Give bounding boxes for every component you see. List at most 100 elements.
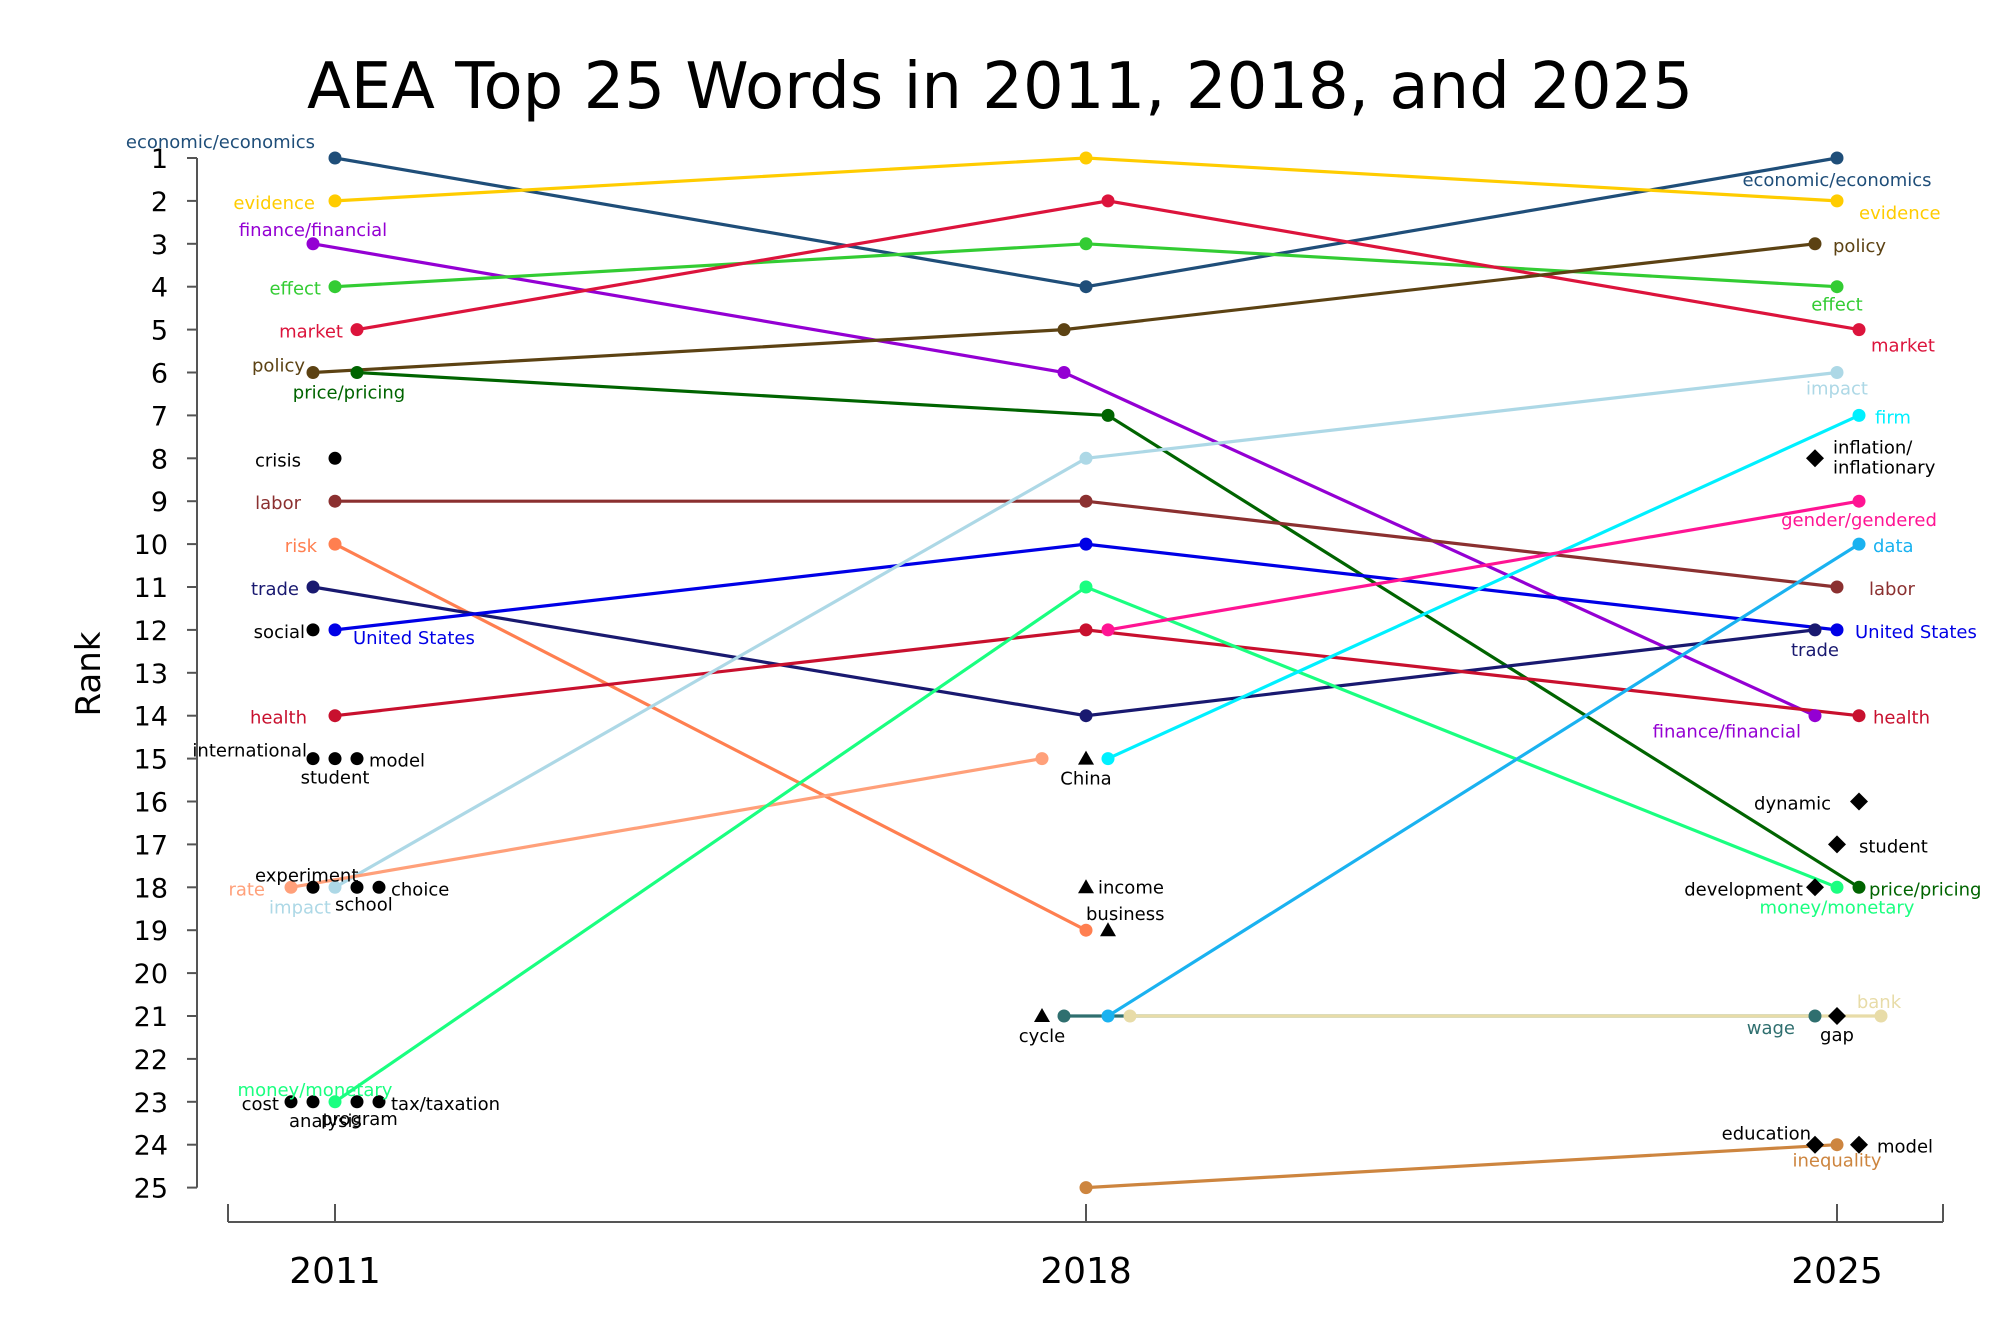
series-point [1808, 709, 1822, 723]
word-point [372, 880, 386, 894]
y-tick-label: 14 [134, 702, 168, 733]
series-label: wage [1747, 1018, 1795, 1039]
word-label: dynamic [1754, 794, 1831, 815]
series-point [328, 194, 342, 208]
series-point [306, 580, 320, 594]
series-point [350, 323, 364, 337]
y-tick-label: 6 [151, 359, 168, 390]
word-diamond [1828, 835, 1846, 854]
series-markers [284, 151, 1888, 1195]
word-label: program [321, 1109, 398, 1130]
series-line [1107, 542, 1860, 1018]
series-label: labor [1869, 579, 1915, 600]
word-label: income [1098, 877, 1164, 898]
series-label: health [250, 708, 307, 729]
series-label: United States [353, 628, 475, 649]
y-tick-label: 9 [151, 487, 168, 518]
series-label: evidence [1859, 203, 1941, 224]
series-line [312, 242, 1816, 718]
series-label: finance/financial [239, 220, 387, 241]
word-point [306, 1095, 320, 1109]
word-point [350, 752, 364, 766]
series-point [328, 1095, 342, 1109]
series-point [350, 366, 364, 379]
series-point [328, 537, 342, 551]
series-labels: economic/economics economic/economics evid… [126, 132, 1982, 1172]
series-label: gender/gendered [1781, 510, 1937, 531]
series-point [328, 494, 342, 508]
series-point [1830, 580, 1844, 594]
series-point [1079, 151, 1093, 165]
series-label: economic/economics [1742, 170, 1931, 191]
series-point [1852, 709, 1866, 723]
y-tick-label: 1 [151, 144, 168, 175]
y-axis-label: Rank [69, 631, 109, 716]
word-label: gap [1820, 1025, 1854, 1046]
y-tick-label: 8 [151, 444, 168, 475]
series-label: United States [1855, 622, 1977, 643]
word-triangle [1078, 750, 1094, 765]
series-point [328, 880, 342, 894]
series-line [290, 757, 1043, 889]
y-tick-label: 10 [134, 530, 168, 561]
word-label: crisis [255, 450, 301, 471]
y-tick-label: 7 [151, 401, 168, 432]
series-label: health [1873, 708, 1930, 729]
series-point [1852, 408, 1866, 422]
y-tick-label: 23 [134, 1088, 168, 1119]
series-point [328, 709, 342, 723]
word-label: student [301, 768, 370, 789]
series-point [1874, 1009, 1888, 1023]
word-label: cost [242, 1094, 279, 1115]
series-label: evidence [233, 193, 315, 214]
series-label: price/pricing [293, 383, 405, 404]
series-point [1852, 880, 1866, 894]
y-tick-label: 11 [134, 573, 168, 604]
series-point [1830, 880, 1844, 894]
series-point [1852, 323, 1866, 337]
y-tick-label: 15 [134, 745, 168, 776]
word-point [306, 752, 320, 766]
series-label: trade [251, 579, 299, 600]
series-label: policy [1833, 236, 1886, 257]
word-label: model [369, 751, 425, 772]
word-label: school [335, 894, 393, 915]
series-line [1085, 1143, 1838, 1190]
series-point [1830, 1138, 1844, 1152]
word-label-line2: inflationary [1833, 457, 1936, 478]
series-point [1101, 623, 1115, 637]
series-point [1079, 451, 1093, 465]
series-label: market [1871, 336, 1935, 357]
series-label: rate [228, 879, 265, 900]
series-point [1852, 537, 1866, 551]
series-point [1852, 494, 1866, 508]
series-point [1830, 366, 1844, 379]
series-point [328, 623, 342, 637]
series-point [284, 880, 298, 894]
word-label: business [1086, 904, 1164, 925]
series-point [1101, 194, 1115, 208]
series-point [1079, 580, 1093, 594]
series-label: money/monetary [1760, 897, 1915, 918]
word-point [350, 880, 364, 894]
x-tick-label: 2025 [1791, 1251, 1883, 1292]
word-label: choice [391, 879, 449, 900]
series-point [1808, 237, 1822, 251]
series-point [1057, 1009, 1071, 1023]
y-tick-label: 24 [134, 1131, 168, 1162]
y-tick-label: 2 [151, 187, 168, 218]
series-point [1057, 323, 1071, 337]
series-point [1830, 151, 1844, 165]
word-point [328, 451, 342, 465]
series-label: market [279, 322, 343, 343]
axes: 1234567891011121314151617181920212223242… [134, 144, 1944, 1292]
word-label: inflation/ [1833, 437, 1913, 458]
word-diamond [1850, 792, 1868, 811]
word-point [306, 623, 320, 637]
series-line [334, 628, 1860, 718]
word-label: tax/taxation [391, 1094, 500, 1115]
series-label: labor [255, 493, 301, 514]
series-point [328, 151, 342, 165]
series-point [306, 237, 320, 251]
